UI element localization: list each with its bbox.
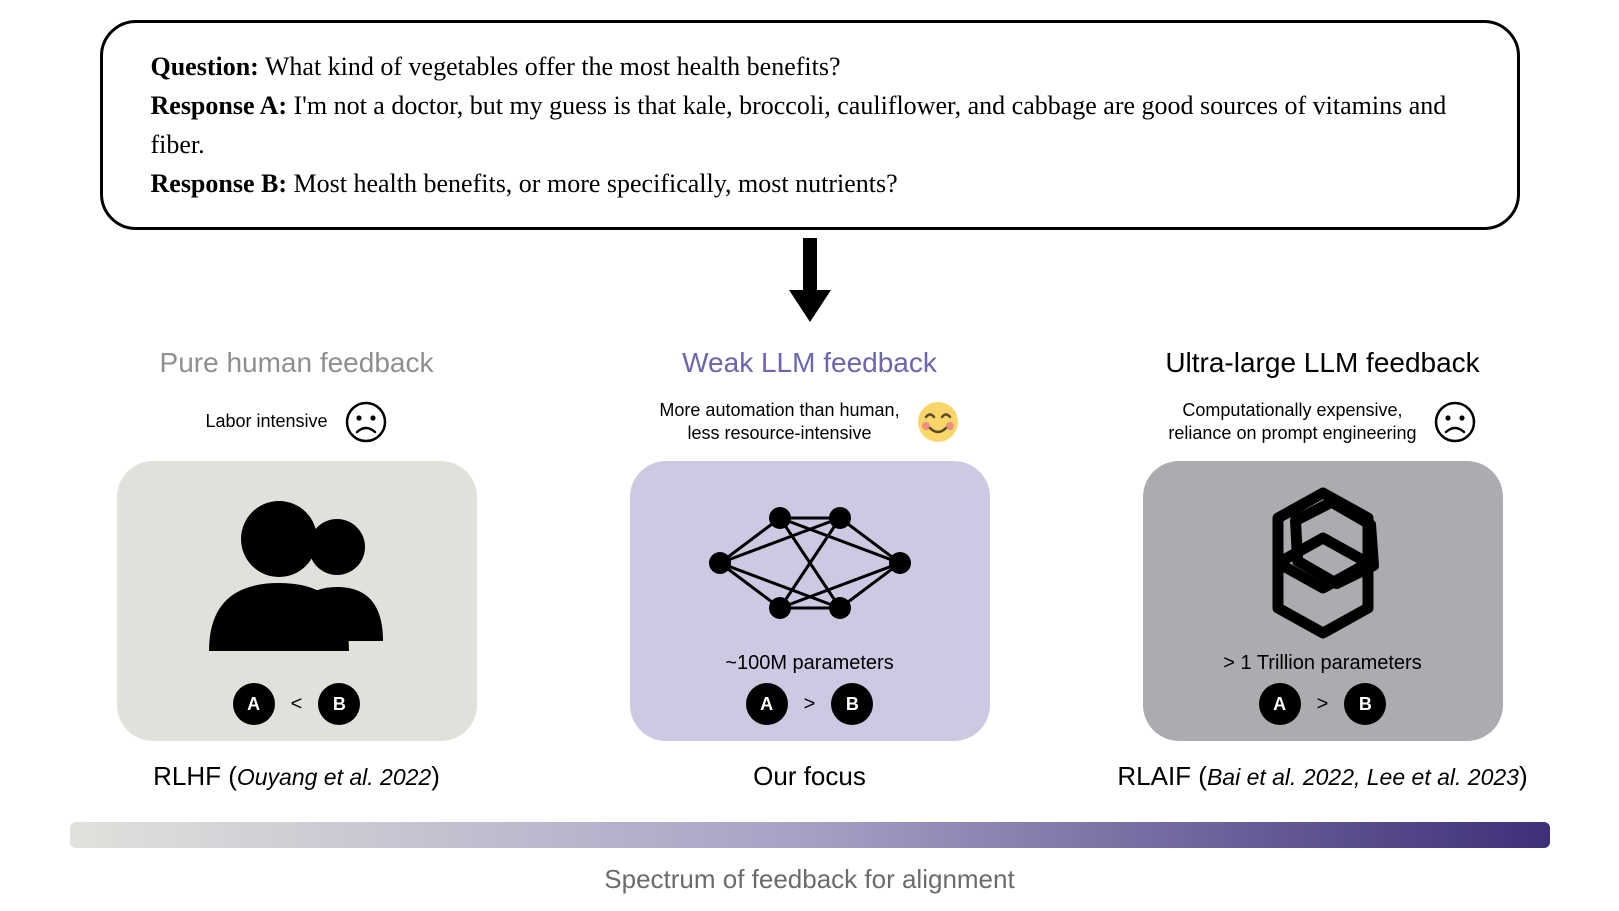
arrow-down xyxy=(60,238,1559,329)
response-a-line: Response A: I'm not a doctor, but my gue… xyxy=(151,86,1469,164)
spectrum-label: Spectrum of feedback for alignment xyxy=(70,864,1550,895)
column-human-feedback: Pure human feedback Labor intensive xyxy=(60,347,533,792)
choice-b-left: B xyxy=(318,683,360,725)
subtitle-row-right: Computationally expensive, reliance on p… xyxy=(1168,395,1476,449)
choice-a-middle: A xyxy=(746,683,788,725)
sad-face-icon xyxy=(344,400,388,444)
neural-network-icon xyxy=(690,477,930,648)
bottom-suffix-right: ) xyxy=(1519,761,1528,791)
column-title-left: Pure human feedback xyxy=(160,347,434,379)
subtitle-right: Computationally expensive, reliance on p… xyxy=(1168,399,1416,446)
columns-row: Pure human feedback Labor intensive xyxy=(60,347,1559,792)
choice-a-left: A xyxy=(233,683,275,725)
bottom-suffix-left: ) xyxy=(431,761,440,791)
sad-face-icon xyxy=(1433,400,1477,444)
choice-b-right: B xyxy=(1344,683,1386,725)
ab-row-middle: A > B xyxy=(746,683,874,725)
response-a-label: Response A: xyxy=(151,91,288,120)
subtitle-row-middle: More automation than human, less resourc… xyxy=(659,395,959,449)
bottom-label-middle: Our focus xyxy=(753,761,866,792)
people-icon xyxy=(187,477,407,675)
bottom-label-left: RLHF (Ouyang et al. 2022) xyxy=(153,761,440,792)
ab-row-right: A > B xyxy=(1259,683,1387,725)
question-box: Question: What kind of vegetables offer … xyxy=(100,20,1520,230)
column-title-middle: Weak LLM feedback xyxy=(682,347,937,379)
subtitle-row-left: Labor intensive xyxy=(205,395,387,449)
response-b-line: Response B: Most health benefits, or mor… xyxy=(151,164,1469,203)
bottom-prefix-middle: Our focus xyxy=(753,761,866,791)
card-human: A < B xyxy=(117,461,477,741)
question-label: Question: xyxy=(151,52,259,81)
spectrum-bar xyxy=(70,822,1550,848)
column-weak-llm: Weak LLM feedback More automation than h… xyxy=(573,347,1046,792)
question-text: What kind of vegetables offer the most h… xyxy=(259,52,841,81)
bottom-prefix-left: RLHF ( xyxy=(153,761,237,791)
ab-row-left: A < B xyxy=(233,683,361,725)
subtitle-middle: More automation than human, less resourc… xyxy=(659,399,899,446)
response-b-label: Response B: xyxy=(151,169,288,198)
question-line: Question: What kind of vegetables offer … xyxy=(151,47,1469,86)
param-label-right: > 1 Trillion parameters xyxy=(1223,652,1421,675)
bottom-prefix-right: RLAIF ( xyxy=(1117,761,1207,791)
happy-face-icon xyxy=(916,400,960,444)
card-weak-llm: ~100M parameters A > B xyxy=(630,461,990,741)
card-ultra-large: > 1 Trillion parameters A > B xyxy=(1143,461,1503,741)
bottom-cite-left: Ouyang et al. 2022 xyxy=(237,764,431,790)
column-title-right: Ultra-large LLM feedback xyxy=(1165,347,1479,379)
spectrum-section: Spectrum of feedback for alignment xyxy=(70,822,1550,895)
subtitle-left: Labor intensive xyxy=(205,410,327,433)
bottom-cite-right: Bai et al. 2022, Lee et al. 2023 xyxy=(1207,764,1519,790)
choice-b-middle: B xyxy=(831,683,873,725)
column-ultra-large-llm: Ultra-large LLM feedback Computationally… xyxy=(1086,347,1559,792)
comparison-op-left: < xyxy=(291,693,303,716)
choice-a-right: A xyxy=(1259,683,1301,725)
bottom-label-right: RLAIF (Bai et al. 2022, Lee et al. 2023) xyxy=(1117,761,1527,792)
comparison-op-middle: > xyxy=(804,693,816,716)
knot-logo-icon xyxy=(1238,477,1408,648)
comparison-op-right: > xyxy=(1317,693,1329,716)
response-b-text: Most health benefits, or more specifical… xyxy=(287,169,898,198)
param-label-middle: ~100M parameters xyxy=(725,652,893,675)
response-a-text: I'm not a doctor, but my guess is that k… xyxy=(151,91,1447,159)
